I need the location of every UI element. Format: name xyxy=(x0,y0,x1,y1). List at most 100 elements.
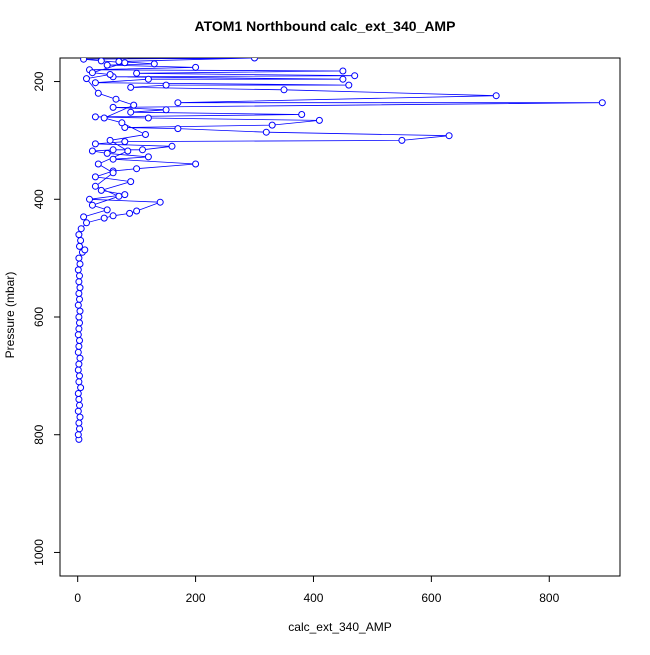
data-point xyxy=(75,278,83,286)
data-point xyxy=(75,325,83,333)
data-point xyxy=(76,319,83,327)
data-point xyxy=(75,419,83,427)
data-point xyxy=(75,395,83,403)
data-point xyxy=(251,58,258,62)
data-point xyxy=(133,165,141,173)
data-point xyxy=(88,147,96,155)
data-point xyxy=(94,89,102,97)
data-point xyxy=(86,195,93,203)
data-point xyxy=(133,69,141,77)
data-point xyxy=(76,284,84,292)
data-point xyxy=(121,138,129,146)
data-point xyxy=(74,348,82,356)
series-layer xyxy=(74,58,606,443)
data-point xyxy=(598,99,606,107)
data-point xyxy=(97,58,105,65)
data-point xyxy=(74,431,82,439)
data-point xyxy=(133,207,141,215)
data-point xyxy=(150,60,158,68)
data-point xyxy=(74,390,82,397)
series-line xyxy=(77,58,603,440)
data-point xyxy=(127,83,135,91)
data-point xyxy=(398,136,406,144)
data-point xyxy=(76,272,83,280)
x-tick-label: 800 xyxy=(539,591,559,605)
data-point xyxy=(76,242,83,250)
data-point xyxy=(127,178,135,186)
data-point xyxy=(76,425,83,433)
data-point xyxy=(75,254,83,262)
data-point xyxy=(115,192,123,200)
data-point xyxy=(492,92,500,100)
data-point xyxy=(121,191,129,199)
data-point xyxy=(76,295,83,303)
data-point xyxy=(121,59,129,67)
data-point xyxy=(118,119,126,127)
data-point xyxy=(192,160,200,168)
data-point xyxy=(91,173,99,181)
data-point xyxy=(91,140,99,148)
data-point xyxy=(74,366,82,374)
data-point xyxy=(106,71,114,78)
data-point xyxy=(298,111,306,118)
data-point xyxy=(109,146,117,154)
data-point xyxy=(174,125,182,133)
y-tick-label: 1000 xyxy=(32,539,46,566)
x-axis: 0 200 400 600 800 xyxy=(74,575,560,605)
chart-title: ATOM1 Northbound calc_ext_340_AMP xyxy=(194,18,456,34)
data-point xyxy=(74,331,82,339)
data-point xyxy=(142,131,149,138)
y-axis: 200 400 600 800 1000 xyxy=(32,71,61,566)
data-point xyxy=(77,384,85,392)
data-point xyxy=(91,182,99,190)
data-point xyxy=(80,58,88,63)
data-point xyxy=(127,108,135,116)
data-point xyxy=(74,301,82,309)
data-point xyxy=(115,58,123,65)
data-point xyxy=(109,212,117,220)
data-point xyxy=(75,342,83,350)
data-point xyxy=(109,169,117,177)
x-axis-label: calc_ext_340_AMP xyxy=(288,620,392,634)
data-point xyxy=(315,116,323,124)
y-axis-label: Pressure (mbar) xyxy=(3,271,17,359)
data-point xyxy=(139,146,146,154)
data-point xyxy=(280,86,288,94)
data-point xyxy=(97,186,105,194)
data-point xyxy=(83,75,90,83)
data-point xyxy=(109,155,117,163)
data-point xyxy=(103,149,111,157)
data-point xyxy=(168,142,176,150)
data-point xyxy=(109,103,117,111)
data-point xyxy=(75,231,83,239)
data-point xyxy=(81,246,89,254)
data-point xyxy=(100,214,108,222)
data-point xyxy=(445,132,453,140)
data-point xyxy=(75,360,83,368)
data-point xyxy=(174,99,182,107)
data-point xyxy=(91,79,99,87)
data-point xyxy=(144,153,152,161)
data-point xyxy=(75,290,83,297)
data-point xyxy=(106,136,114,144)
data-point xyxy=(88,201,96,209)
data-point xyxy=(345,81,353,89)
data-point xyxy=(76,401,83,409)
data-point xyxy=(75,313,83,321)
y-tick-label: 200 xyxy=(32,71,46,91)
data-point xyxy=(76,337,83,344)
data-point xyxy=(156,198,164,206)
data-point xyxy=(80,213,88,221)
data-point xyxy=(339,67,347,75)
data-point xyxy=(162,81,170,89)
data-point xyxy=(351,72,359,80)
data-point xyxy=(76,372,83,380)
x-tick-label: 0 xyxy=(74,591,81,605)
data-point xyxy=(262,128,270,136)
data-point xyxy=(83,219,90,227)
y-tick-label: 400 xyxy=(32,189,46,209)
data-point xyxy=(268,121,276,129)
data-point xyxy=(88,69,96,77)
data-point xyxy=(162,106,170,114)
